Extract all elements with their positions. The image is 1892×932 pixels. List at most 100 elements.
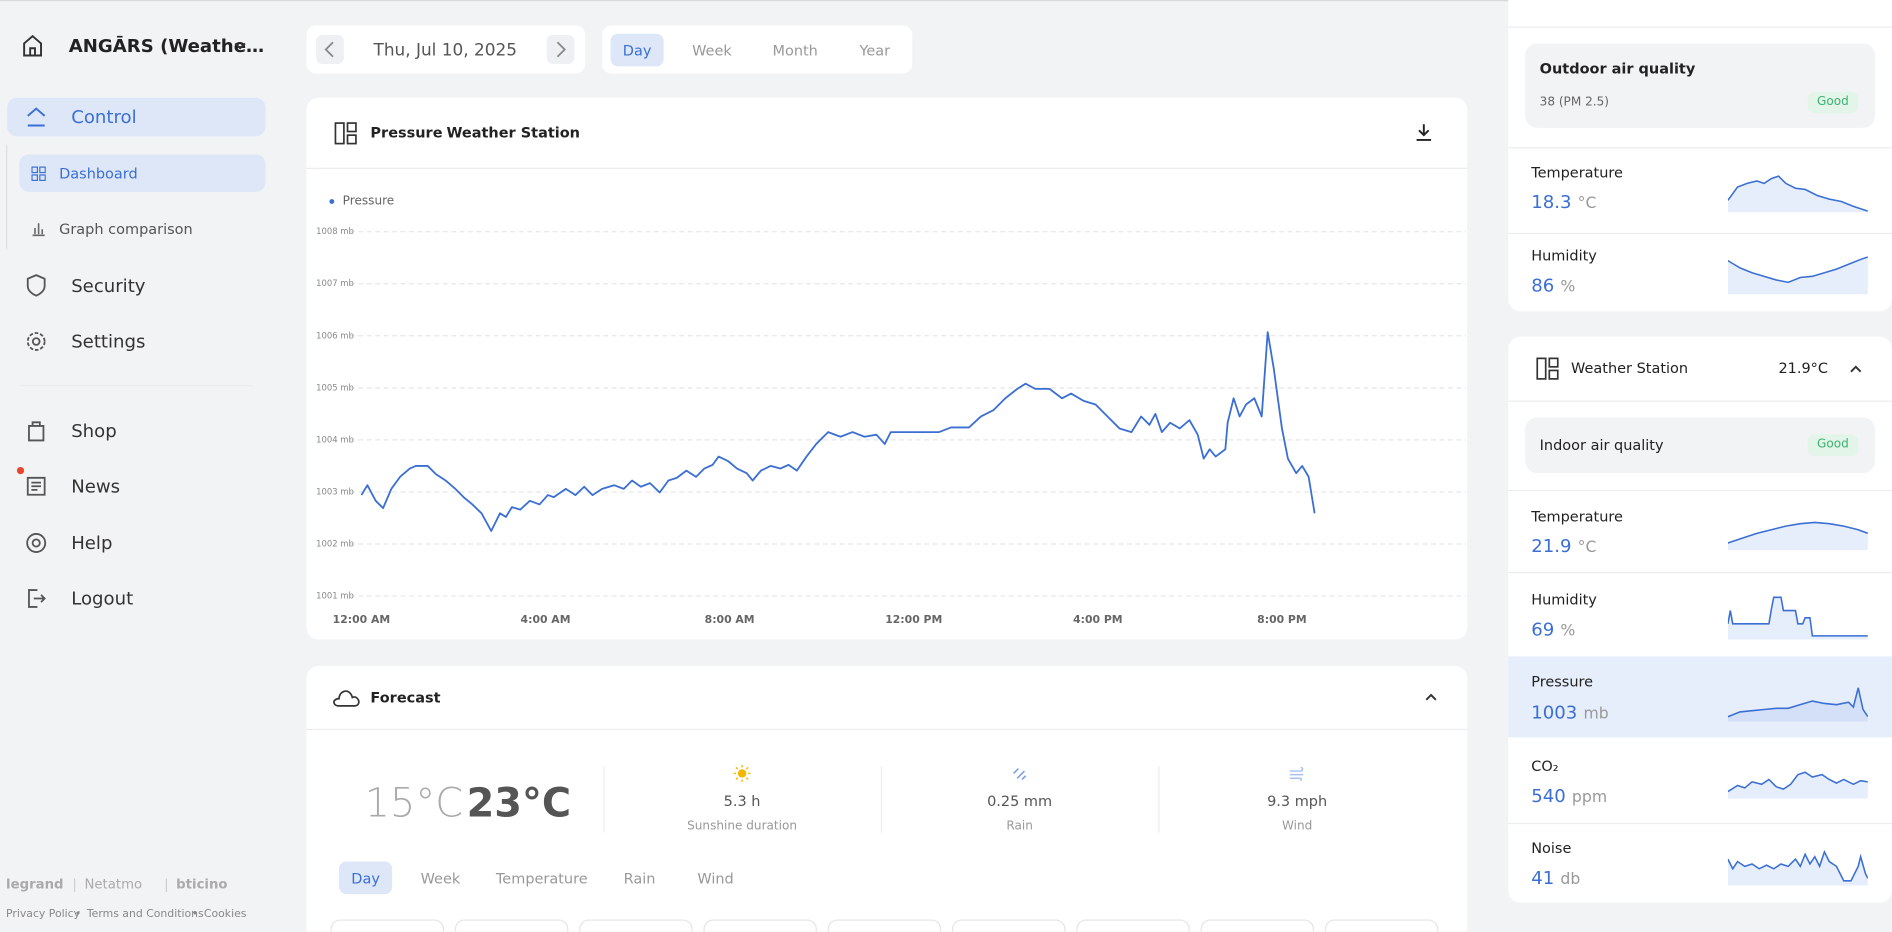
module-icon: [1536, 357, 1559, 380]
x-tick-label: 12:00 AM: [333, 613, 390, 626]
air-quality-label: Indoor air quality: [1539, 436, 1664, 454]
security-icon: [26, 274, 46, 297]
graph-icon: [32, 223, 45, 237]
forecast-min: 15°C: [364, 778, 464, 826]
top-border: [0, 0, 1892, 2]
link-cookies[interactable]: Cookies: [203, 908, 247, 921]
sparkline: [1727, 596, 1868, 640]
brand-bticino: bticino: [176, 876, 228, 893]
nav-logout[interactable]: Logout: [71, 587, 134, 610]
forecast-header-separator: [306, 728, 1468, 731]
logout-icon: [28, 589, 46, 608]
wind-icon: [1289, 766, 1304, 781]
y-tick-label: 1005 mb: [316, 382, 354, 392]
stat-label: Rain: [1006, 819, 1033, 834]
nav-control[interactable]: Control: [71, 106, 137, 128]
tab[interactable]: Rain: [623, 869, 656, 887]
y-tick-label: 1008 mb: [316, 226, 354, 236]
tab[interactable]: Wind: [697, 869, 734, 887]
chart-subtitle: Weather Station: [446, 124, 580, 142]
x-tick-label: 8:00 PM: [1257, 613, 1307, 626]
news-icon: [26, 476, 46, 496]
metric-unit: ppm: [1571, 788, 1608, 807]
forecast-card: [306, 666, 1468, 932]
home-dropdown[interactable]: [234, 41, 246, 51]
nav-news[interactable]: News: [71, 475, 121, 498]
nav-dashboard[interactable]: Dashboard: [59, 165, 138, 183]
control-icon: [27, 107, 46, 127]
home-name[interactable]: ANGĀRS (Weathe…: [68, 34, 265, 57]
chart-title: Pressure: [370, 124, 443, 142]
outdoor-air-quality: [1525, 43, 1876, 128]
period-year[interactable]: Year: [859, 42, 891, 60]
metric-value: 69: [1531, 618, 1555, 641]
chart-header-separator: [306, 167, 1468, 169]
air-quality-value: 38 (PM 2.5): [1539, 95, 1609, 110]
forecast-day-box: [952, 919, 1066, 932]
nav-security[interactable]: Security: [71, 275, 146, 297]
prev-button[interactable]: [316, 34, 344, 64]
tab[interactable]: Day: [351, 869, 380, 887]
station-temp: 21.9°C: [1778, 359, 1829, 377]
module-icon: [334, 122, 357, 145]
forecast-day-box: [1200, 919, 1315, 932]
separator: [1508, 822, 1892, 825]
metric-value-row: 540 ppm: [1531, 784, 1607, 807]
collapse-button[interactable]: [1850, 364, 1862, 374]
metric-value-row: 21.9 °C: [1531, 534, 1596, 557]
separator: [1508, 26, 1892, 28]
metric-value-row: 41 db: [1531, 866, 1580, 889]
y-tick-label: 1003 mb: [316, 486, 354, 496]
collapse-button[interactable]: [1425, 693, 1437, 703]
period-day[interactable]: Day: [622, 42, 652, 60]
station-name: Weather Station: [1571, 359, 1689, 377]
forecast-day-box: [330, 919, 445, 932]
download-button[interactable]: [1414, 123, 1433, 142]
next-button[interactable]: [546, 34, 575, 64]
date-label: Thu, Jul 10, 2025: [373, 41, 517, 61]
stat-value: 5.3 h: [723, 792, 761, 810]
forecast-max: 23°C: [466, 778, 572, 826]
stat-divider: [603, 766, 605, 833]
link-privacy[interactable]: Privacy Policy: [6, 908, 81, 921]
metric-value: 1003: [1531, 701, 1578, 724]
news-badge: [16, 466, 25, 475]
metric-value-row: 18.3 °C: [1531, 190, 1596, 213]
metric-value: 41: [1531, 866, 1555, 889]
metric-label: Humidity: [1531, 591, 1597, 609]
period-month[interactable]: Month: [772, 42, 818, 60]
line-series: [360, 331, 1316, 532]
metric-value-row: 1003 mb: [1531, 700, 1609, 724]
nav-settings[interactable]: Settings: [71, 330, 146, 353]
date-picker: [306, 25, 586, 74]
air-quality-status: Good: [1807, 434, 1859, 457]
x-tick-label: 4:00 AM: [521, 613, 571, 626]
metric-unit: mb: [1583, 705, 1609, 724]
metric-label[interactable]: Pressure: [1531, 673, 1594, 691]
nav-shop[interactable]: Shop: [71, 419, 117, 442]
metric-value: 21.9: [1531, 535, 1572, 557]
metric-unit: °C: [1577, 538, 1597, 557]
tab[interactable]: Temperature: [495, 869, 588, 887]
x-tick-label: 12:00 PM: [885, 613, 942, 626]
forecast-day-box: [827, 919, 942, 932]
nav-help[interactable]: Help: [71, 532, 113, 554]
chart: 1001 mb 1002 mb 1003 mb 1004 mb 1005 mb 1006 …: [316, 226, 1467, 626]
tab-active-bg: [339, 861, 393, 895]
chart-title-separator: -: [433, 124, 439, 142]
link-dot: •: [191, 908, 199, 921]
period-week[interactable]: Week: [692, 42, 732, 60]
link-terms[interactable]: Terms and Conditions: [86, 908, 204, 921]
module-icon: [1536, 0, 1559, 5]
y-tick-label: 1002 mb: [316, 539, 354, 549]
metric-value: 540: [1531, 784, 1566, 807]
shop-icon: [28, 421, 45, 442]
stat-value: 9.3 mph: [1267, 792, 1328, 810]
metric-value-row: 69 %: [1531, 617, 1575, 640]
help-icon: [26, 533, 47, 553]
tab[interactable]: Week: [420, 869, 461, 887]
stat-divider: [880, 766, 883, 833]
nav-graph-comparison[interactable]: Graph comparison: [59, 220, 193, 238]
metric-label: Temperature: [1531, 164, 1623, 181]
